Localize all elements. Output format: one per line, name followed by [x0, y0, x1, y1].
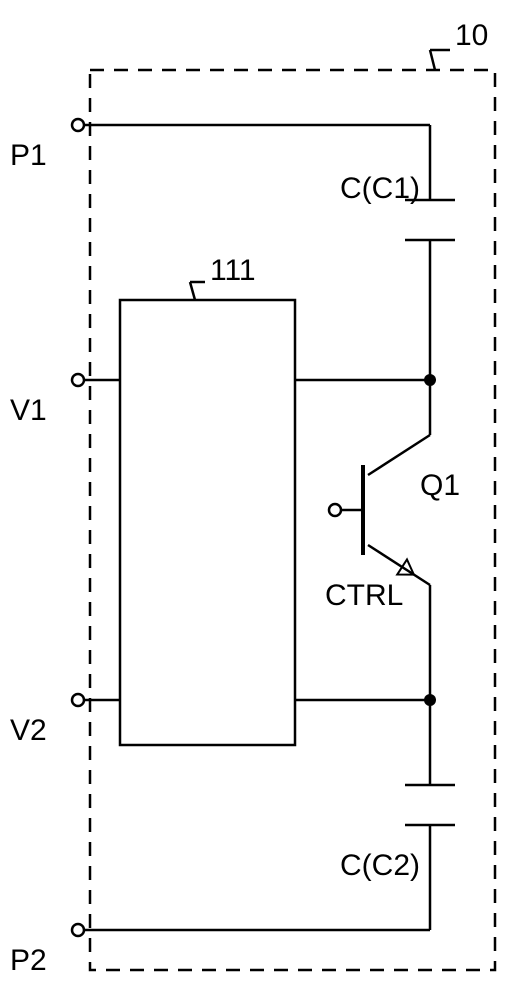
label: C(C1)	[340, 172, 420, 205]
terminal	[72, 374, 84, 386]
label: V2	[10, 714, 47, 747]
label: P2	[10, 944, 47, 977]
label: Q1	[420, 469, 460, 502]
label: 10	[455, 19, 488, 52]
terminal	[72, 694, 84, 706]
terminal	[329, 504, 341, 516]
module-boundary	[90, 70, 495, 970]
terminal	[72, 924, 84, 936]
label: P1	[10, 139, 47, 172]
label: C(C2)	[340, 849, 420, 882]
label: 111	[210, 254, 256, 287]
terminal	[72, 119, 84, 131]
circuit-diagram: 10 P1 P2 V1 V2 111 C(C1) Q1 CTRL C(C2)	[0, 0, 527, 1000]
block-111	[120, 300, 295, 745]
label: V1	[10, 394, 47, 427]
label: CTRL	[325, 579, 403, 612]
